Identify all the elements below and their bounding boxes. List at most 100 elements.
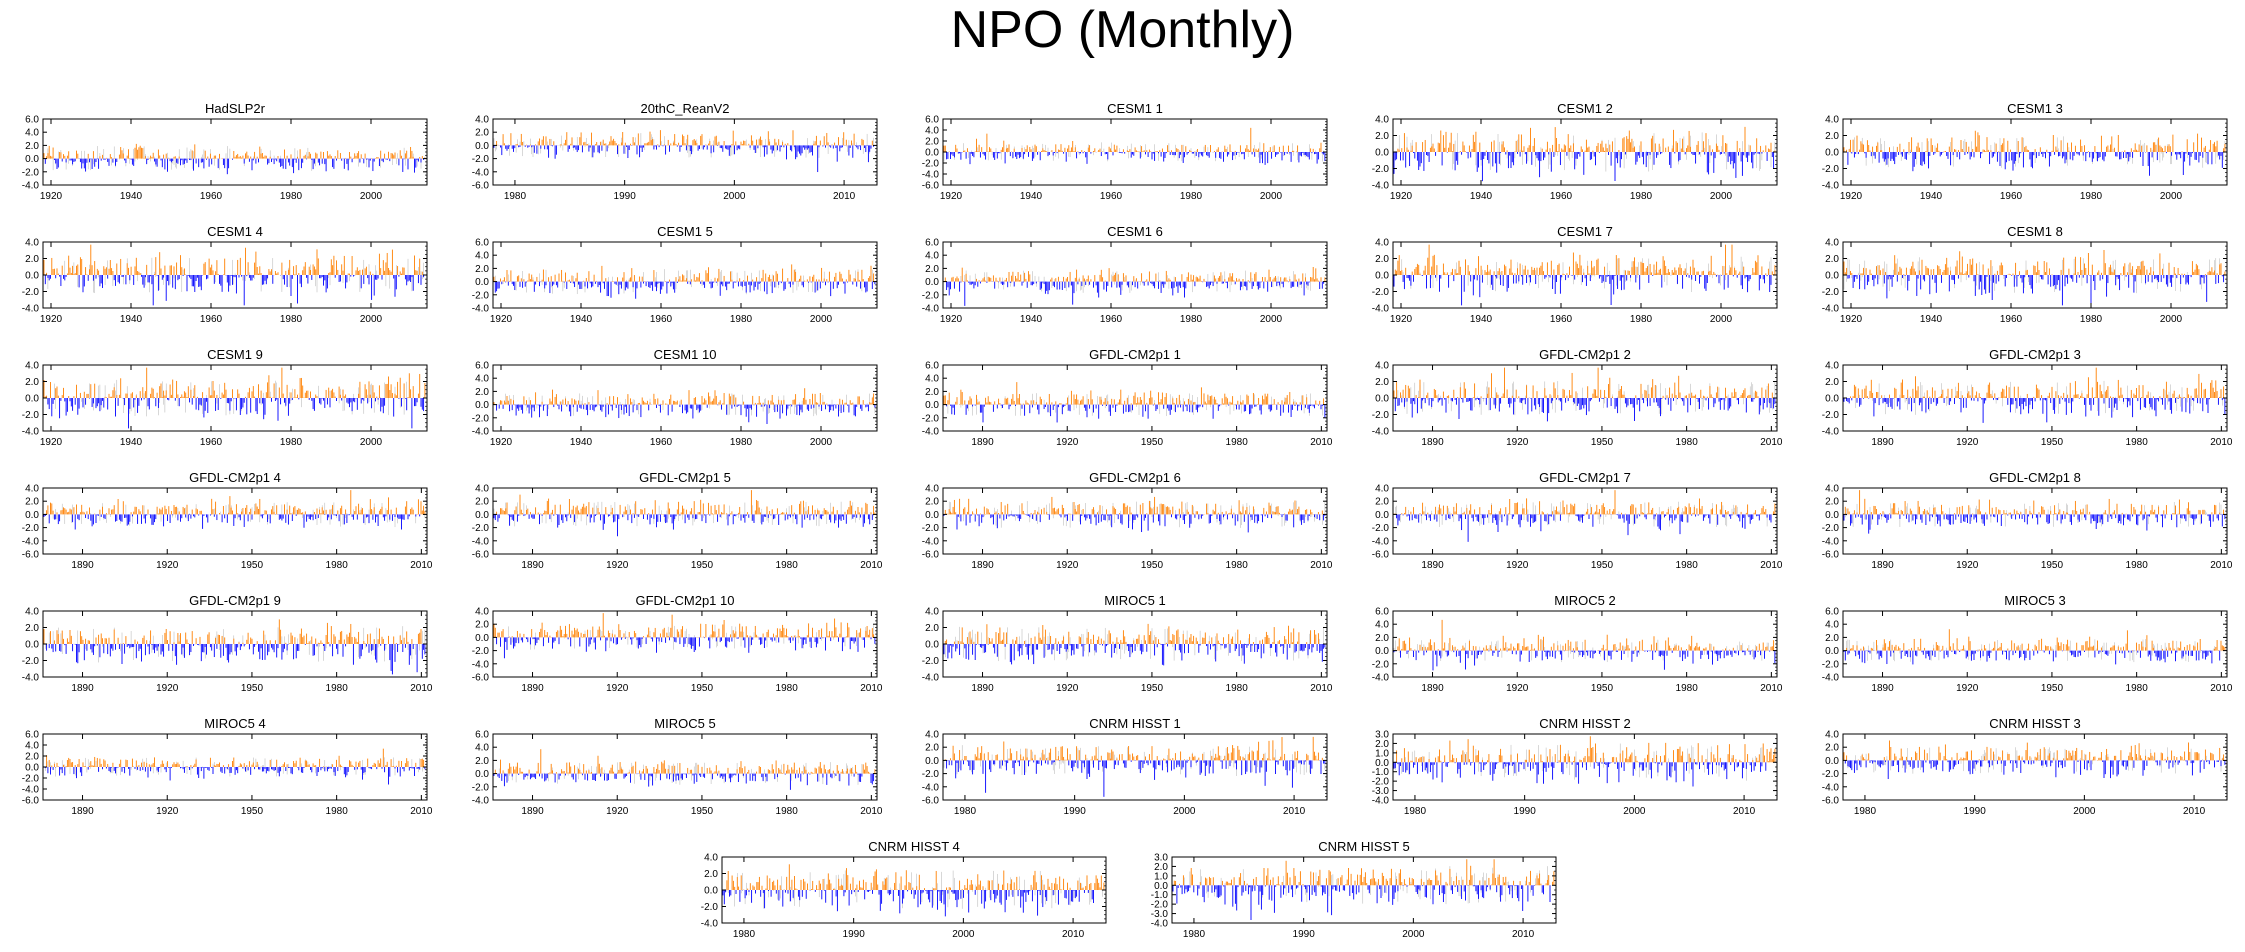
bar-series xyxy=(1393,126,1776,182)
y-tick-label: 0.0 xyxy=(1375,271,1389,282)
y-tick-label: 4.0 xyxy=(25,238,39,249)
x-tick-label: 1980 xyxy=(2080,191,2103,202)
x-tick-label: 1960 xyxy=(1100,314,1123,325)
y-tick-label: -6.0 xyxy=(472,181,490,192)
y-tick-label: 2.0 xyxy=(25,254,39,265)
x-tick-label: 1980 xyxy=(1180,314,1203,325)
bar-series xyxy=(493,130,876,173)
x-tick-label: 2000 xyxy=(360,191,383,202)
y-tick-label: -4.0 xyxy=(22,181,40,192)
y-tick-label: 4.0 xyxy=(1825,115,1839,126)
panel-2: 20thC_ReanV2 4.0 2.0 0.0 -2.0 -4.0 -6.0 1980 199… xyxy=(472,101,878,202)
x-tick-label: 1980 xyxy=(504,191,527,202)
x-tick-label: 1960 xyxy=(200,314,223,325)
x-tick-label: 1980 xyxy=(280,437,303,448)
y-tick-label: 2.0 xyxy=(1375,131,1389,142)
x-tick-label: 1980 xyxy=(1630,191,1653,202)
panel-title: CESM1 1 xyxy=(1107,101,1163,116)
bar-series xyxy=(1843,249,2226,306)
y-tick-label: -2.0 xyxy=(1822,164,1840,175)
y-tick-label: -4.0 xyxy=(1822,304,1840,315)
bar-series xyxy=(1843,130,2226,176)
x-tick-label: 2000 xyxy=(360,314,383,325)
y-tick-label: 4.0 xyxy=(475,115,489,126)
x-tick-label: 2000 xyxy=(723,191,746,202)
bar-series xyxy=(493,264,876,299)
y-tick-label: 2.0 xyxy=(25,141,39,152)
y-tick-label: -4.0 xyxy=(472,167,490,178)
y-tick-label: 0.0 xyxy=(475,277,489,288)
bar-series xyxy=(1393,244,1776,306)
x-tick-label: 1960 xyxy=(2000,314,2023,325)
y-tick-label: -2.0 xyxy=(22,167,40,178)
y-tick-label: 2.0 xyxy=(25,377,39,388)
y-tick-label: 6.0 xyxy=(475,238,489,249)
x-tick-label: 1940 xyxy=(120,191,143,202)
x-tick-label: 1920 xyxy=(490,314,513,325)
y-tick-label: 0.0 xyxy=(1825,148,1839,159)
x-tick-label: 1960 xyxy=(1100,191,1123,202)
y-tick-label: -2.0 xyxy=(922,290,940,301)
panel-title: CESM1 2 xyxy=(1557,101,1613,116)
y-tick-label: -4.0 xyxy=(1372,304,1390,315)
y-tick-label: 4.0 xyxy=(1375,238,1389,249)
y-tick-label: 2.0 xyxy=(1825,254,1839,265)
page-title: NPO (Monthly) xyxy=(0,0,2245,60)
x-tick-label: 1920 xyxy=(40,191,63,202)
plot-frame xyxy=(492,118,878,186)
x-tick-label: 2000 xyxy=(2160,314,2183,325)
x-tick-label: 2010 xyxy=(833,191,856,202)
y-tick-label: -2.0 xyxy=(472,154,490,165)
y-tick-label: 0.0 xyxy=(1825,271,1839,282)
y-tick-label: -4.0 xyxy=(1372,181,1390,192)
y-tick-label: -2.0 xyxy=(1372,164,1390,175)
x-tick-label: 2000 xyxy=(1260,191,1283,202)
y-tick-label: 2.0 xyxy=(475,128,489,139)
y-tick-label: 2.0 xyxy=(475,264,489,275)
y-tick-label: 0.0 xyxy=(25,154,39,165)
y-tick-label: 0.0 xyxy=(25,394,39,405)
y-tick-label: -2.0 xyxy=(472,290,490,301)
panel-title: CESM1 9 xyxy=(207,347,263,362)
x-tick-label: 1960 xyxy=(2000,191,2023,202)
x-tick-label: 1940 xyxy=(120,437,143,448)
bar-series xyxy=(943,127,1326,165)
x-tick-label: 1920 xyxy=(1840,191,1863,202)
y-tick-label: 2.0 xyxy=(925,264,939,275)
x-tick-label: 1920 xyxy=(40,437,63,448)
y-tick-label: 4.0 xyxy=(25,128,39,139)
x-tick-label: 2000 xyxy=(1710,191,1733,202)
y-tick-label: 6.0 xyxy=(25,115,39,126)
x-tick-label: 1920 xyxy=(1390,191,1413,202)
y-tick-label: 0.0 xyxy=(475,141,489,152)
x-tick-label: 1980 xyxy=(1630,314,1653,325)
y-tick-label: 0.0 xyxy=(925,148,939,159)
x-tick-label: 1940 xyxy=(1020,314,1043,325)
x-tick-label: 2000 xyxy=(1260,314,1283,325)
panel-title: HadSLP2r xyxy=(205,101,266,116)
x-tick-label: 1960 xyxy=(1550,314,1573,325)
y-tick-label: -4.0 xyxy=(22,304,40,315)
x-tick-label: 1940 xyxy=(1920,191,1943,202)
x-tick-label: 1940 xyxy=(1470,191,1493,202)
y-tick-label: -4.0 xyxy=(922,304,940,315)
x-tick-label: 1960 xyxy=(1550,191,1573,202)
y-tick-label: 4.0 xyxy=(925,126,939,137)
x-tick-label: 2000 xyxy=(1710,314,1733,325)
y-tick-label: 2.0 xyxy=(1825,131,1839,142)
x-tick-label: 2000 xyxy=(810,314,833,325)
x-tick-label: 1960 xyxy=(650,314,673,325)
bar-series xyxy=(493,388,876,424)
x-tick-label: 1940 xyxy=(1920,314,1943,325)
x-tick-label: 1980 xyxy=(280,191,303,202)
y-tick-label: -4.0 xyxy=(1822,181,1840,192)
y-tick-label: -2.0 xyxy=(1372,287,1390,298)
x-tick-label: 1960 xyxy=(200,437,223,448)
y-tick-label: 4.0 xyxy=(25,361,39,372)
